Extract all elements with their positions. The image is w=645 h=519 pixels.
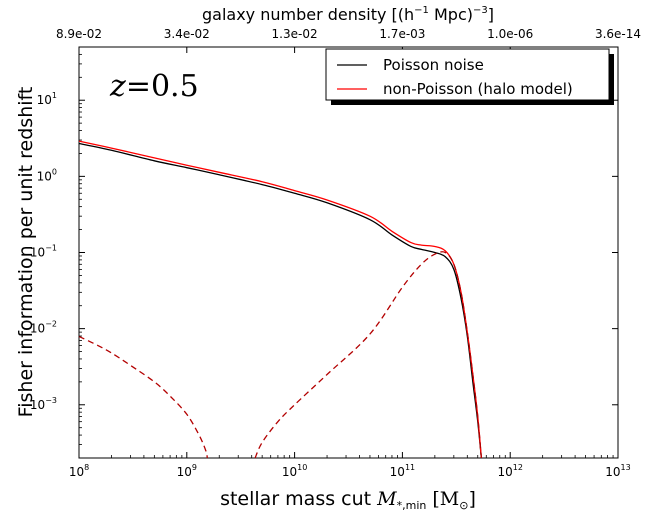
x-tick-label: 1012 [497, 463, 522, 479]
series-lines [78, 140, 482, 459]
y-tick-label-base: 10 [37, 93, 52, 107]
top-tick-label: 1.7e-03 [379, 27, 425, 41]
x-axis-label-units-close: ] [469, 488, 476, 510]
y-tick-label-exp: 0 [52, 167, 57, 176]
y-tick-label-exp: −1 [45, 244, 57, 253]
series-line-0 [78, 142, 482, 459]
x-tick-label: 109 [177, 463, 197, 479]
y-tick-label-base: 10 [30, 322, 45, 336]
x-tick-label: 1011 [390, 463, 415, 479]
x-tick-label: 1010 [282, 463, 307, 479]
y-tick-label: 101 [37, 91, 57, 107]
x-axis-label-math: M [376, 488, 397, 510]
top-axis-label-post: ] [488, 5, 494, 24]
top-axis-label-sup2: −3 [473, 5, 488, 16]
y-tick-label: 100 [37, 167, 57, 183]
top-tick-label: 8.9e-02 [56, 27, 102, 41]
series-line-3 [254, 251, 482, 459]
top-tick-label: 1.0e-06 [487, 27, 533, 41]
x-tick-label-exp: 12 [513, 463, 523, 472]
redshift-annotation-var: z [109, 69, 126, 104]
x-tick-label-exp: 13 [621, 463, 631, 472]
redshift-annotation: z=0.5 [109, 69, 199, 104]
y-tick-label: 10−2 [30, 320, 57, 336]
x-axis-label-sub: *,min [397, 499, 427, 512]
y-tick-label: 10−3 [30, 396, 57, 412]
x-tick-label-base: 10 [69, 465, 84, 479]
plot-frame [78, 46, 619, 459]
x-axis-label: stellar mass cut M*,min [M⊙] [220, 488, 476, 512]
top-axis-label-pre: galaxy number density [(h [202, 5, 414, 24]
x-axis-label-units-sub: ⊙ [459, 499, 468, 512]
x-tick-label-exp: 10 [297, 463, 307, 472]
legend: Poisson noise non-Poisson (halo model) [325, 48, 614, 105]
x-tick-label-exp: 8 [84, 463, 89, 472]
redshift-annotation-value: =0.5 [126, 69, 199, 104]
legend-label-poisson: Poisson noise [383, 56, 484, 74]
y-tick-label-base: 10 [30, 246, 45, 260]
x-tick-label-base: 10 [390, 465, 405, 479]
x-tick-label: 108 [69, 463, 89, 479]
top-tick-label: 3.4e-02 [164, 27, 210, 41]
x-tick-label-base: 10 [177, 465, 192, 479]
y-tick-label-base: 10 [37, 169, 52, 183]
top-tick-label: 3.6e-14 [595, 27, 641, 41]
x-tick-label: 1013 [605, 463, 630, 479]
legend-box [325, 48, 610, 101]
x-tick-label-exp: 11 [405, 463, 415, 472]
top-axis-label-sup1: −1 [414, 5, 429, 16]
legend-label-halo: non-Poisson (halo model) [383, 80, 573, 98]
x-axis-label-text: stellar mass cut [220, 488, 377, 510]
x-tick-label-base: 10 [605, 465, 620, 479]
x-tick-label-exp: 9 [192, 463, 197, 472]
top-tick-label: 1.3e-02 [272, 27, 318, 41]
y-tick-label: 10−1 [30, 244, 57, 260]
top-axis-label: galaxy number density [(h−1 Mpc)−3] [202, 5, 494, 24]
y-tick-label-exp: −3 [45, 396, 57, 405]
top-axis-label-mid: Mpc) [429, 5, 473, 24]
y-tick-label-exp: 1 [52, 91, 57, 100]
x-axis-label-units-open: [M [426, 488, 459, 510]
y-tick-label-base: 10 [30, 398, 45, 412]
series-line-2 [78, 335, 208, 459]
x-tick-label-base: 10 [497, 465, 512, 479]
y-axis-label: Fisher information per unit redshift [15, 87, 37, 418]
y-tick-label-exp: −2 [45, 320, 57, 329]
x-tick-label-base: 10 [282, 465, 297, 479]
